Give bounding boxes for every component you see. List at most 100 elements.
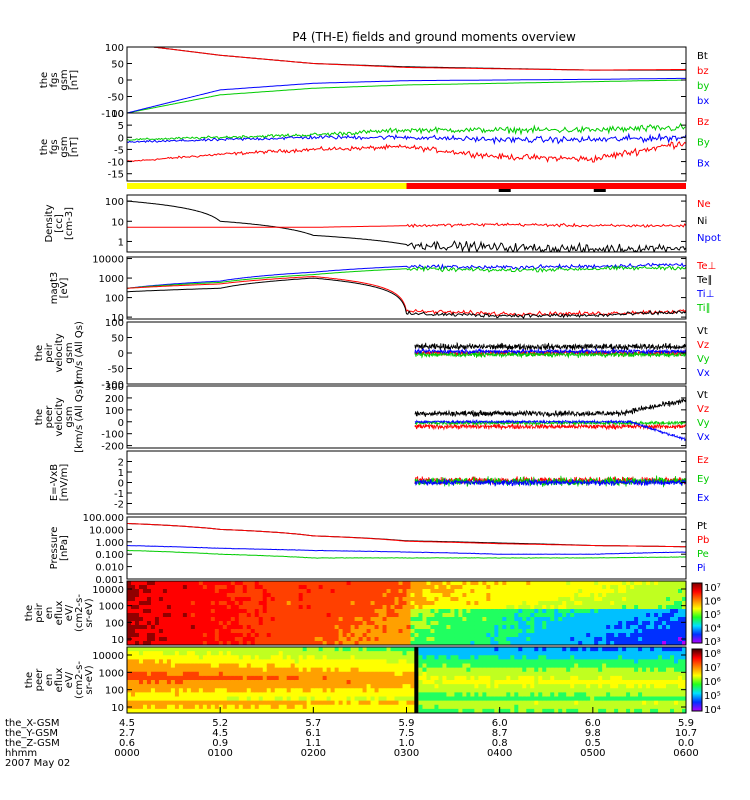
spectrogram-cell — [642, 617, 647, 622]
spectrogram-cell — [622, 629, 627, 634]
spectrogram-cell — [526, 609, 531, 614]
spectrogram-cell — [214, 597, 220, 602]
spectrogram-cell — [502, 684, 507, 689]
spectrogram-cell — [466, 641, 471, 645]
spectrogram-cell — [158, 613, 164, 618]
spectrogram-cell — [127, 633, 132, 638]
spectrogram-cell — [626, 581, 631, 586]
spectrogram-cell — [678, 597, 683, 602]
spectrogram-cell — [618, 659, 623, 665]
spectrogram-cell — [542, 629, 547, 634]
spectrogram-cell — [482, 671, 487, 677]
spectrogram-cell — [522, 613, 527, 618]
spectrogram-cell — [394, 663, 400, 669]
spectrogram-cell — [314, 585, 320, 590]
spectrogram-cell — [230, 659, 236, 665]
spectrogram-cell — [142, 613, 148, 618]
spectrogram-cell — [422, 585, 428, 590]
spectrogram-cell — [454, 680, 460, 685]
spectrogram-cell — [606, 605, 611, 610]
spectrogram-cell — [170, 633, 176, 638]
spectrogram-cell — [130, 637, 136, 642]
spectrogram-cell — [574, 704, 579, 710]
spectrogram-cell — [294, 675, 300, 681]
spectrogram-cell — [434, 651, 440, 656]
spectrogram-cell — [386, 684, 392, 689]
spectrogram-cell — [522, 696, 527, 702]
spectrogram-cell — [354, 613, 360, 618]
spectrogram-cell — [254, 692, 260, 698]
spectrogram-cell — [222, 633, 228, 638]
spectrogram-cell — [226, 688, 232, 693]
spectrogram-cell — [366, 617, 372, 622]
spectrogram-cell — [230, 700, 236, 706]
x-tick-label: 5.9 — [678, 718, 694, 729]
spectrogram-cell — [314, 633, 320, 638]
spectrogram-cell — [478, 708, 483, 713]
spectrogram-cell — [282, 629, 288, 634]
spectrogram-cell — [362, 647, 368, 652]
spectrogram-cell — [414, 641, 420, 645]
spectrogram-cell — [642, 633, 647, 638]
spectrogram-cell — [142, 609, 148, 614]
spectrogram-cell — [642, 671, 647, 677]
spectrogram-cell — [662, 609, 667, 614]
spectrogram-cell — [550, 667, 555, 673]
spectrogram-cell — [206, 621, 212, 626]
spectrogram-cell — [210, 625, 216, 630]
spectrogram-cell — [150, 597, 156, 602]
spectrogram-cell — [378, 675, 384, 681]
spectrogram-cell — [182, 613, 188, 618]
spectrogram-cell — [378, 593, 384, 598]
spectrogram-cell — [590, 585, 595, 590]
spectrogram-cell — [582, 633, 587, 638]
spectrogram-cell — [258, 589, 264, 594]
spectrogram-cell — [338, 663, 344, 669]
spectrogram-cell — [270, 593, 276, 598]
spectrogram-cell — [494, 696, 499, 702]
legend-By: By — [697, 138, 710, 149]
spectrogram-cell — [266, 589, 272, 594]
spectrogram-cell — [182, 629, 188, 634]
spectrogram-cell — [538, 655, 543, 660]
spectrogram-cell — [650, 651, 655, 656]
spectrogram-cell — [662, 641, 667, 645]
spectrogram-cell — [590, 675, 595, 681]
spectrogram-cell — [430, 704, 436, 710]
spectrogram-cell — [506, 675, 511, 681]
spectrogram-cell — [590, 613, 595, 618]
spectrogram-cell — [154, 667, 160, 673]
spectrogram-cell — [294, 621, 300, 626]
spectrogram-cell — [474, 625, 479, 630]
spectrogram-cell — [166, 637, 172, 642]
spectrogram-cell — [346, 680, 352, 685]
y-axis-label: eflux — [54, 668, 65, 693]
spectrogram-cell — [138, 605, 144, 610]
spectrogram-cell — [418, 663, 424, 669]
spectrogram-cell — [354, 609, 360, 614]
spectrogram-cell — [270, 651, 276, 656]
spectrogram-cell — [142, 696, 148, 702]
spectrogram-cell — [242, 692, 248, 698]
spectrogram-cell — [510, 684, 515, 689]
spectrogram-cell — [502, 597, 507, 602]
series-Bx — [127, 132, 686, 146]
spectrogram-cell — [602, 704, 607, 710]
spectrogram-cell — [234, 637, 240, 642]
spectrogram-cell — [127, 651, 132, 656]
spectrogram-cell — [562, 625, 567, 630]
spectrogram-cell — [554, 700, 559, 706]
spectrogram-cell — [342, 688, 348, 693]
spectrogram-cell — [446, 696, 452, 702]
spectrogram-cell — [670, 605, 675, 610]
spectrogram-cell — [470, 667, 475, 673]
spectrogram-cell — [278, 675, 284, 681]
spectrogram-cell — [242, 589, 248, 594]
spectrogram-cell — [206, 684, 212, 689]
spectrogram-cell — [646, 663, 651, 669]
spectrogram-cell — [390, 680, 396, 685]
spectrogram-cell — [526, 613, 531, 618]
colorbar-label: 10⁵ — [704, 610, 721, 621]
spectrogram-cell — [474, 696, 479, 702]
spectrogram-cell — [670, 663, 675, 669]
